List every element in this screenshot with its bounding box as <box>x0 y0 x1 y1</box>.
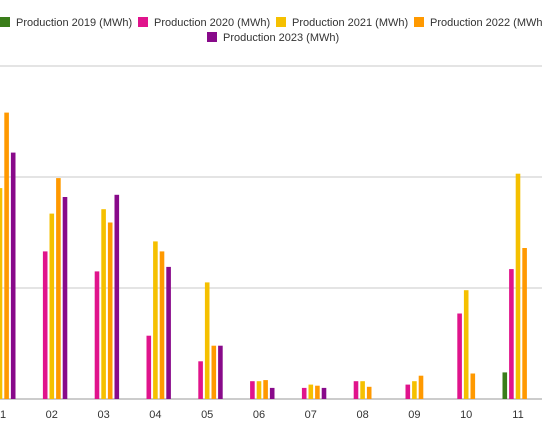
legend-item[interactable]: Production 2021 (MWh) <box>276 17 408 29</box>
x-tick-label: 04 <box>149 409 161 421</box>
x-tick-label: 07 <box>305 409 317 421</box>
bar[interactable] <box>353 381 359 399</box>
bar[interactable] <box>405 384 411 399</box>
legend-swatch <box>414 17 424 27</box>
bar[interactable] <box>114 194 120 399</box>
bar[interactable] <box>321 387 327 399</box>
bar[interactable] <box>269 387 275 399</box>
x-tick-label: 08 <box>356 409 368 421</box>
bar[interactable] <box>204 282 210 399</box>
legend-swatch <box>207 32 217 42</box>
bar[interactable] <box>360 381 365 399</box>
bar[interactable] <box>463 290 469 399</box>
bar[interactable] <box>10 152 16 399</box>
bar[interactable] <box>211 345 217 399</box>
bar[interactable] <box>198 361 203 399</box>
legend-swatch <box>276 17 286 27</box>
bar[interactable] <box>62 197 68 399</box>
legend-item[interactable]: Production 2020 (MWh) <box>138 17 270 29</box>
x-tick-label: 06 <box>253 409 265 421</box>
bar[interactable] <box>315 385 320 399</box>
legend: Production 2019 (MWh) Production 2020 (MW… <box>0 17 542 44</box>
bars <box>0 112 527 400</box>
bar[interactable] <box>153 241 158 399</box>
legend-label: Production 2023 (MWh) <box>223 32 339 44</box>
bar[interactable] <box>301 387 307 399</box>
bar[interactable] <box>146 335 152 399</box>
bar[interactable] <box>502 372 508 399</box>
legend-swatch <box>0 17 10 27</box>
bar[interactable] <box>263 380 268 399</box>
x-tick-label: 09 <box>408 409 420 421</box>
legend-label: Production 2021 (MWh) <box>292 17 408 29</box>
x-axis: 01 02 03 04 05 06 07 08 09 10 11 <box>0 409 524 421</box>
bar[interactable] <box>101 209 106 399</box>
bar[interactable] <box>457 313 462 400</box>
bar[interactable] <box>470 373 476 400</box>
bar[interactable] <box>159 251 165 399</box>
legend-label: Production 2019 (MWh) <box>16 17 132 29</box>
bar[interactable] <box>418 375 424 399</box>
legend-label: Production 2022 (MWh) <box>430 17 542 29</box>
x-tick-label: 02 <box>46 409 58 421</box>
bar[interactable] <box>522 248 527 399</box>
x-tick-label: 01 <box>0 409 6 421</box>
x-tick-label: 03 <box>97 409 109 421</box>
x-tick-label: 11 <box>512 409 523 421</box>
bar[interactable] <box>308 384 314 399</box>
x-tick-label: 10 <box>460 409 472 421</box>
bar[interactable] <box>42 251 48 399</box>
legend-item[interactable]: Production 2023 (MWh) <box>207 32 339 44</box>
bar[interactable] <box>94 271 100 399</box>
bar[interactable] <box>56 178 61 399</box>
legend-label: Production 2020 (MWh) <box>154 17 270 29</box>
bar[interactable] <box>49 213 55 399</box>
bar[interactable] <box>4 112 9 399</box>
bar[interactable] <box>412 381 417 399</box>
bar[interactable] <box>218 345 223 399</box>
legend-item[interactable]: Production 2022 (MWh) <box>414 17 542 29</box>
bar[interactable] <box>509 269 514 399</box>
x-tick-label: 05 <box>201 409 213 421</box>
legend-swatch <box>138 17 148 27</box>
bar[interactable] <box>366 386 372 399</box>
bar[interactable] <box>107 222 113 400</box>
bar[interactable] <box>515 173 521 399</box>
bar[interactable] <box>0 188 3 399</box>
bar[interactable] <box>256 381 262 399</box>
bar[interactable] <box>166 266 171 399</box>
legend-item[interactable]: Production 2019 (MWh) <box>0 17 132 29</box>
bar[interactable] <box>250 381 255 399</box>
